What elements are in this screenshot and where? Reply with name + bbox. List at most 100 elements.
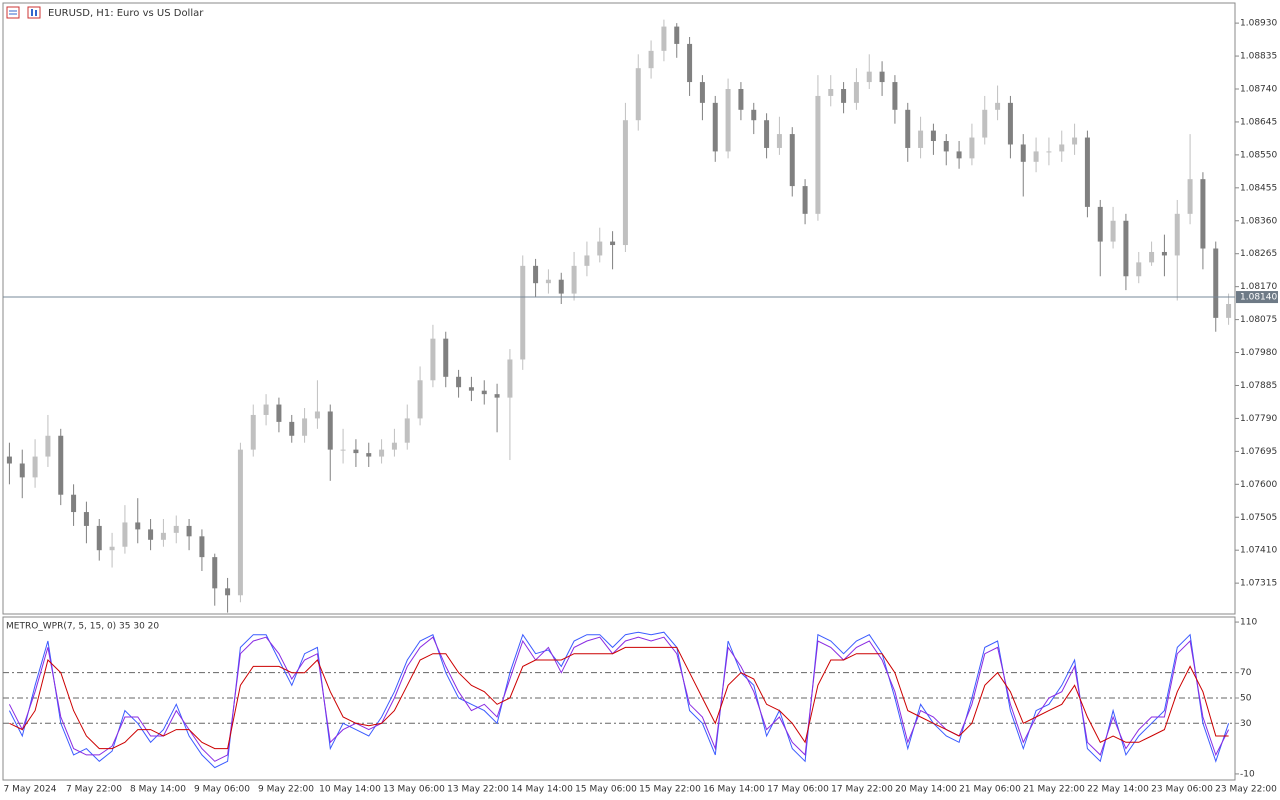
candle-body bbox=[71, 494, 77, 513]
candle-body bbox=[1200, 179, 1206, 249]
x-tick-label: 16 May 14:00 bbox=[703, 785, 765, 795]
candle-body bbox=[58, 435, 64, 495]
x-tick-label: 7 May 22:00 bbox=[66, 785, 122, 795]
icon bbox=[6, 6, 20, 19]
y-tick-label: 1.08170 bbox=[1240, 282, 1277, 292]
candle-body bbox=[648, 50, 654, 69]
y-tick-label: 1.08455 bbox=[1240, 183, 1277, 193]
x-tick-label: 13 May 06:00 bbox=[383, 785, 445, 795]
candle-body bbox=[391, 442, 397, 450]
candle-body bbox=[1161, 251, 1167, 256]
candle-body bbox=[1020, 144, 1026, 162]
y-tick-label: 1.08740 bbox=[1240, 84, 1277, 94]
x-tick-label: 15 May 22:00 bbox=[639, 785, 701, 795]
y-tick-label: 1.07505 bbox=[1240, 513, 1277, 523]
y-tick-label: 1.07790 bbox=[1240, 414, 1277, 424]
x-tick-label: 14 May 14:00 bbox=[511, 785, 573, 795]
candle-body bbox=[109, 546, 115, 551]
candle-body bbox=[841, 88, 847, 103]
y-tick-label: 50 bbox=[1240, 693, 1252, 703]
y-tick-label: 110 bbox=[1240, 618, 1257, 628]
main-panel bbox=[2, 2, 1236, 615]
price-badge bbox=[1236, 291, 1278, 304]
candle-body bbox=[212, 557, 218, 589]
candle-body bbox=[558, 279, 564, 294]
x-tick-label: 8 May 14:00 bbox=[130, 785, 186, 795]
candle-body bbox=[738, 88, 744, 110]
candle-body bbox=[83, 512, 89, 526]
candle-body bbox=[45, 435, 51, 457]
y-tick-label: 1.08360 bbox=[1240, 216, 1277, 226]
candle-body bbox=[866, 71, 872, 83]
x-tick-label: 13 May 22:00 bbox=[447, 785, 509, 795]
x-tick-label: 21 May 22:00 bbox=[1023, 785, 1085, 795]
candle-body bbox=[853, 82, 859, 103]
candle-body bbox=[237, 449, 243, 596]
candle-body bbox=[879, 71, 885, 83]
candle-body bbox=[892, 82, 898, 110]
candle-body bbox=[186, 525, 192, 537]
y-tick-label: 1.08835 bbox=[1240, 52, 1277, 62]
candle-body bbox=[1110, 220, 1116, 242]
candle-body bbox=[1149, 251, 1155, 263]
candle-body bbox=[1033, 151, 1039, 162]
candle-body bbox=[263, 404, 269, 415]
x-tick-label: 23 May 06:00 bbox=[1151, 785, 1213, 795]
y-tick-label: 1.08075 bbox=[1240, 315, 1277, 325]
candle-body bbox=[584, 255, 590, 266]
candle-body bbox=[276, 404, 282, 422]
y-tick-label: 1.08645 bbox=[1240, 117, 1277, 127]
x-tick-label: 20 May 14:00 bbox=[895, 785, 957, 795]
candle-body bbox=[930, 130, 936, 142]
candle-body bbox=[1072, 137, 1078, 145]
candle-body bbox=[610, 241, 616, 246]
candle-body bbox=[1187, 179, 1193, 214]
candle-body bbox=[982, 109, 988, 138]
y-tick-label: 1.08265 bbox=[1240, 249, 1277, 259]
x-tick-label: 21 May 06:00 bbox=[959, 785, 1021, 795]
candle-body bbox=[622, 120, 628, 246]
y-tick-label: 1.07980 bbox=[1240, 348, 1277, 358]
candle-body bbox=[199, 536, 205, 558]
candle-body bbox=[635, 68, 641, 121]
candle-body bbox=[327, 411, 333, 450]
candle-body bbox=[148, 529, 154, 540]
candle-body bbox=[533, 265, 539, 284]
candle-body bbox=[366, 453, 372, 457]
candle-body bbox=[918, 130, 924, 148]
x-tick-label: 22 May 14:00 bbox=[1087, 785, 1149, 795]
x-tick-label: 15 May 06:00 bbox=[575, 785, 637, 795]
candle-body bbox=[443, 338, 449, 377]
candle-body bbox=[404, 418, 410, 443]
y-tick-label: 1.07600 bbox=[1240, 480, 1277, 490]
candle-body bbox=[302, 418, 308, 436]
candle-body bbox=[6, 456, 12, 464]
candle-body bbox=[250, 414, 256, 450]
candle-body bbox=[1059, 144, 1065, 152]
candle-body bbox=[751, 109, 757, 121]
candle-body bbox=[943, 141, 949, 152]
candle-body bbox=[1007, 102, 1013, 145]
candle-body bbox=[507, 359, 513, 398]
candle-body bbox=[956, 151, 962, 159]
x-tick-label: 17 May 22:00 bbox=[831, 785, 893, 795]
candle-body bbox=[661, 26, 667, 51]
chart-icons bbox=[6, 6, 41, 19]
candle-body bbox=[32, 456, 38, 478]
candle-body bbox=[699, 82, 705, 103]
candle-body bbox=[776, 134, 782, 148]
indicator-line bbox=[9, 646, 1229, 750]
indicator-line bbox=[8, 631, 1230, 769]
y-tick-label: 1.08550 bbox=[1240, 150, 1277, 160]
y-tick-label: 70 bbox=[1240, 668, 1252, 678]
candle-body bbox=[597, 241, 603, 256]
candle-body bbox=[1136, 262, 1142, 277]
candle-body bbox=[969, 137, 975, 159]
indicator-title: METRO_WPR(7, 5, 15, 0) 35 30 20 bbox=[6, 622, 159, 632]
candle-body bbox=[96, 525, 102, 551]
candle-body bbox=[468, 387, 474, 391]
candle-body bbox=[764, 120, 770, 148]
candle-body bbox=[494, 394, 500, 398]
candle-body bbox=[995, 102, 1001, 110]
